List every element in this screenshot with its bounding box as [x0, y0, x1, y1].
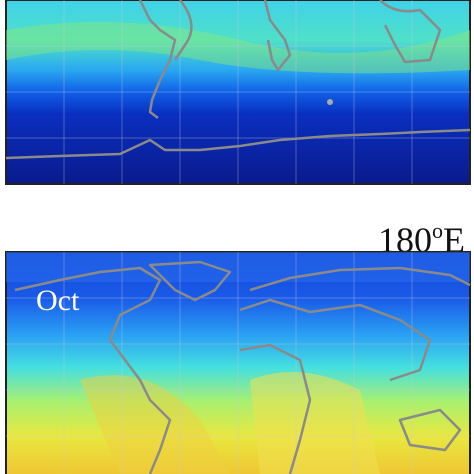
degree-sign: o [432, 218, 443, 243]
upper-map [5, 0, 471, 185]
month-label: Oct [36, 284, 80, 317]
hemisphere: E [443, 220, 465, 260]
lower-map [5, 251, 471, 474]
